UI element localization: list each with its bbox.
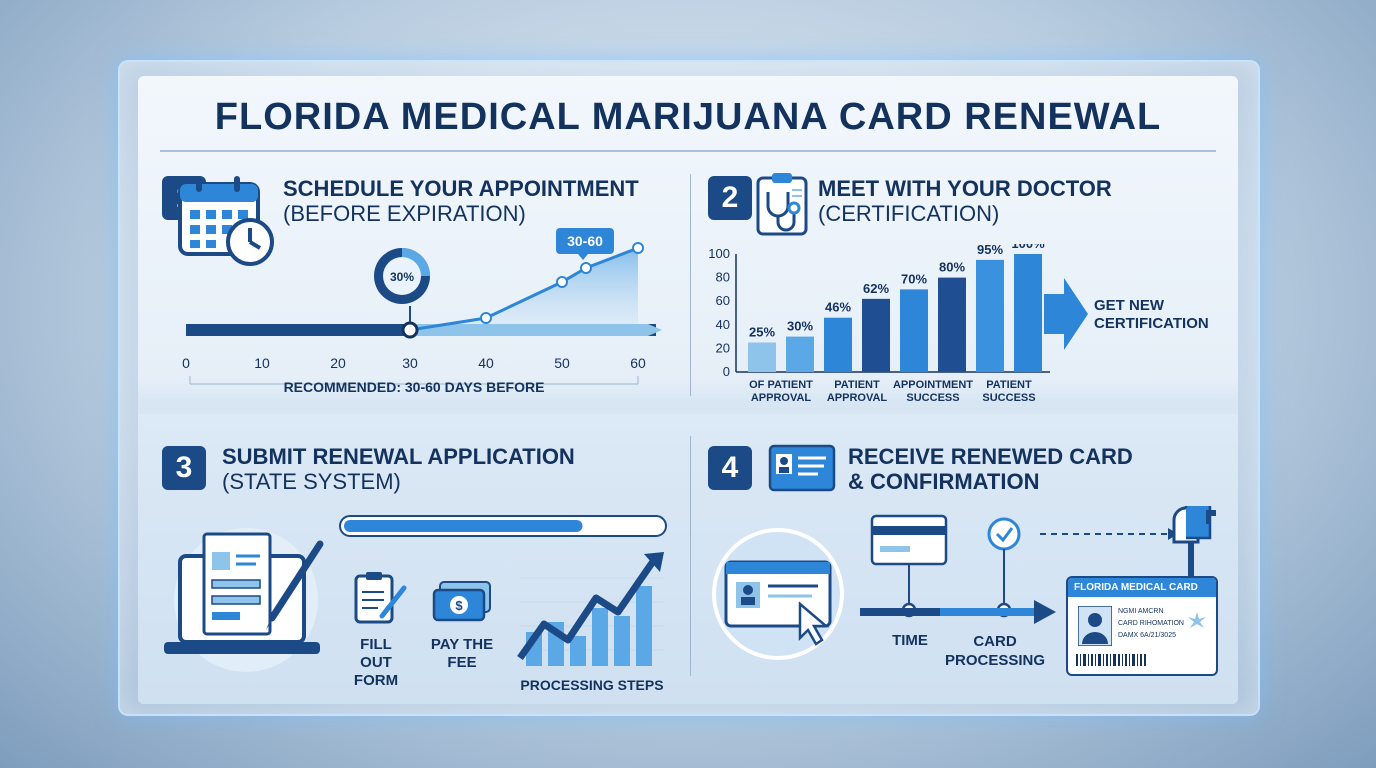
- mailbox-icon: [1172, 506, 1216, 582]
- clipboard-pencil-icon: [354, 572, 407, 624]
- tick-40: 40: [478, 355, 494, 371]
- y-tick-80: 80: [716, 270, 730, 285]
- card-line-2: CARD RIHOMATION: [1118, 620, 1184, 627]
- tick-0: 0: [182, 355, 190, 371]
- id-card-icon: [768, 444, 836, 492]
- x-label-4: PATIENT SUCCESS: [982, 379, 1035, 404]
- bar-label-2: 30%: [787, 319, 813, 334]
- bar-label-4: 62%: [863, 281, 889, 296]
- progress-fill: [344, 520, 583, 532]
- step-4-heading: RECEIVE RENEWED CARD & CONFIRMATION: [848, 444, 1133, 494]
- step-3-number: 3: [162, 446, 206, 490]
- y-tick-0: 0: [723, 364, 730, 379]
- infographic-panel: FLORIDA MEDICAL MARIJUANA CARD RENEWAL 1…: [138, 76, 1238, 704]
- timeline-arrow: [408, 324, 662, 336]
- leaf-icon: [1188, 612, 1206, 628]
- step-2-number: 2: [708, 176, 752, 220]
- vertical-divider-bottom: [690, 436, 691, 676]
- tick-10: 10: [254, 355, 270, 371]
- step-3-heading: SUBMIT RENEWAL APPLICATION (STATE SYSTEM): [222, 444, 575, 494]
- bar-label-6: 80%: [939, 260, 965, 275]
- lower-band: [138, 414, 1238, 704]
- bar-3: [824, 317, 852, 372]
- step-1-heading: SCHEDULE YOUR APPOINTMENT (BEFORE EXPIRAT…: [283, 176, 639, 226]
- bar-1: [748, 342, 776, 372]
- money-icon: $: [432, 581, 491, 622]
- card-line-3: DAMX 6A/21/3025: [1118, 632, 1176, 639]
- y-tick-60: 60: [716, 293, 730, 308]
- tick-20: 20: [330, 355, 346, 371]
- bar-label-5: 70%: [901, 271, 927, 286]
- y-tick-20: 20: [716, 340, 730, 355]
- timeline-caption: RECOMMENDED: 30-60 DAYS BEFORE: [284, 379, 545, 395]
- y-tick-40: 40: [716, 317, 730, 332]
- tick-50: 50: [554, 355, 570, 371]
- certification-arrow: [1044, 278, 1088, 350]
- title-divider: [160, 150, 1216, 152]
- card-processing-label: CARD PROCESSING: [944, 633, 1046, 669]
- processing-steps-label: PROCESSING STEPS: [520, 677, 664, 693]
- pay-fee-label: PAY THE FEE: [430, 636, 494, 671]
- calendar-clock-icon: [178, 176, 274, 266]
- florida-medical-card: FLORIDA MEDICAL CARD NGMI AMCRN CARD RIH…: [1066, 576, 1218, 676]
- bar-4: [862, 298, 890, 372]
- arrow-text: GET NEW CERTIFICATION: [1094, 297, 1209, 332]
- bar-label-1: 25%: [749, 325, 775, 340]
- timeline-marker: [401, 321, 419, 339]
- browser-cursor-icon: [712, 528, 844, 660]
- x-label-3: APPOINTMENT SUCCESS: [893, 379, 973, 404]
- processing-growth-chart: [517, 552, 664, 666]
- bar-label-7: 95%: [977, 244, 1003, 257]
- arrow-text-line-1: GET NEW: [1094, 297, 1165, 314]
- y-tick-100: 100: [708, 246, 730, 261]
- donut-label: 30%: [390, 270, 414, 284]
- x-label-1: OF PATIENT APPROVAL: [749, 379, 813, 404]
- flow-arrow: [860, 600, 1056, 624]
- timeline-chart: 30% 30-60 0 10 20 30 40 50 60 RECOMMENDE…: [182, 228, 662, 395]
- tick-60: 60: [630, 355, 646, 371]
- step-4-number: 4: [708, 446, 752, 490]
- svg-text:$: $: [455, 598, 463, 613]
- bar-2: [786, 336, 814, 372]
- vertical-divider-top: [690, 174, 691, 396]
- barcode-icon: [1076, 654, 1146, 666]
- bar-label-8: 100%: [1011, 244, 1045, 251]
- certification-bar-chart: 0 20 40 60 80 100 25% 30% 46% 62% 70% 80% 95% 100% O…: [708, 244, 1209, 404]
- clipboard-stethoscope-icon: [756, 173, 808, 236]
- growth-area: [410, 248, 638, 330]
- application-progress-bar: [339, 515, 667, 537]
- card-line-1: NGMI AMCRN: [1118, 608, 1164, 615]
- card-photo-icon: [1078, 606, 1112, 646]
- step-2-heading: MEET WITH YOUR DOCTOR (CERTIFICATION): [818, 176, 1112, 226]
- bar-7: [976, 259, 1004, 372]
- bar-label-3: 46%: [825, 300, 851, 315]
- bar-8: [1014, 254, 1042, 372]
- bar-5: [900, 289, 928, 372]
- callout-label: 30-60: [567, 233, 603, 249]
- card-title: FLORIDA MEDICAL CARD: [1068, 578, 1216, 597]
- callout-box: [556, 228, 614, 254]
- time-label: TIME: [892, 632, 928, 649]
- tick-30: 30: [402, 355, 418, 371]
- fill-out-form-label: FILL OUT FORM: [353, 636, 399, 689]
- arrow-text-line-2: CERTIFICATION: [1094, 315, 1209, 332]
- bar-6: [938, 277, 966, 372]
- page-title: FLORIDA MEDICAL MARIJUANA CARD RENEWAL: [214, 96, 1162, 138]
- laptop-form-icon: [164, 528, 324, 672]
- timeline-ticks: 0 10 20 30 40 50 60: [182, 355, 646, 371]
- x-label-2: PATIENT APPROVAL: [827, 379, 888, 404]
